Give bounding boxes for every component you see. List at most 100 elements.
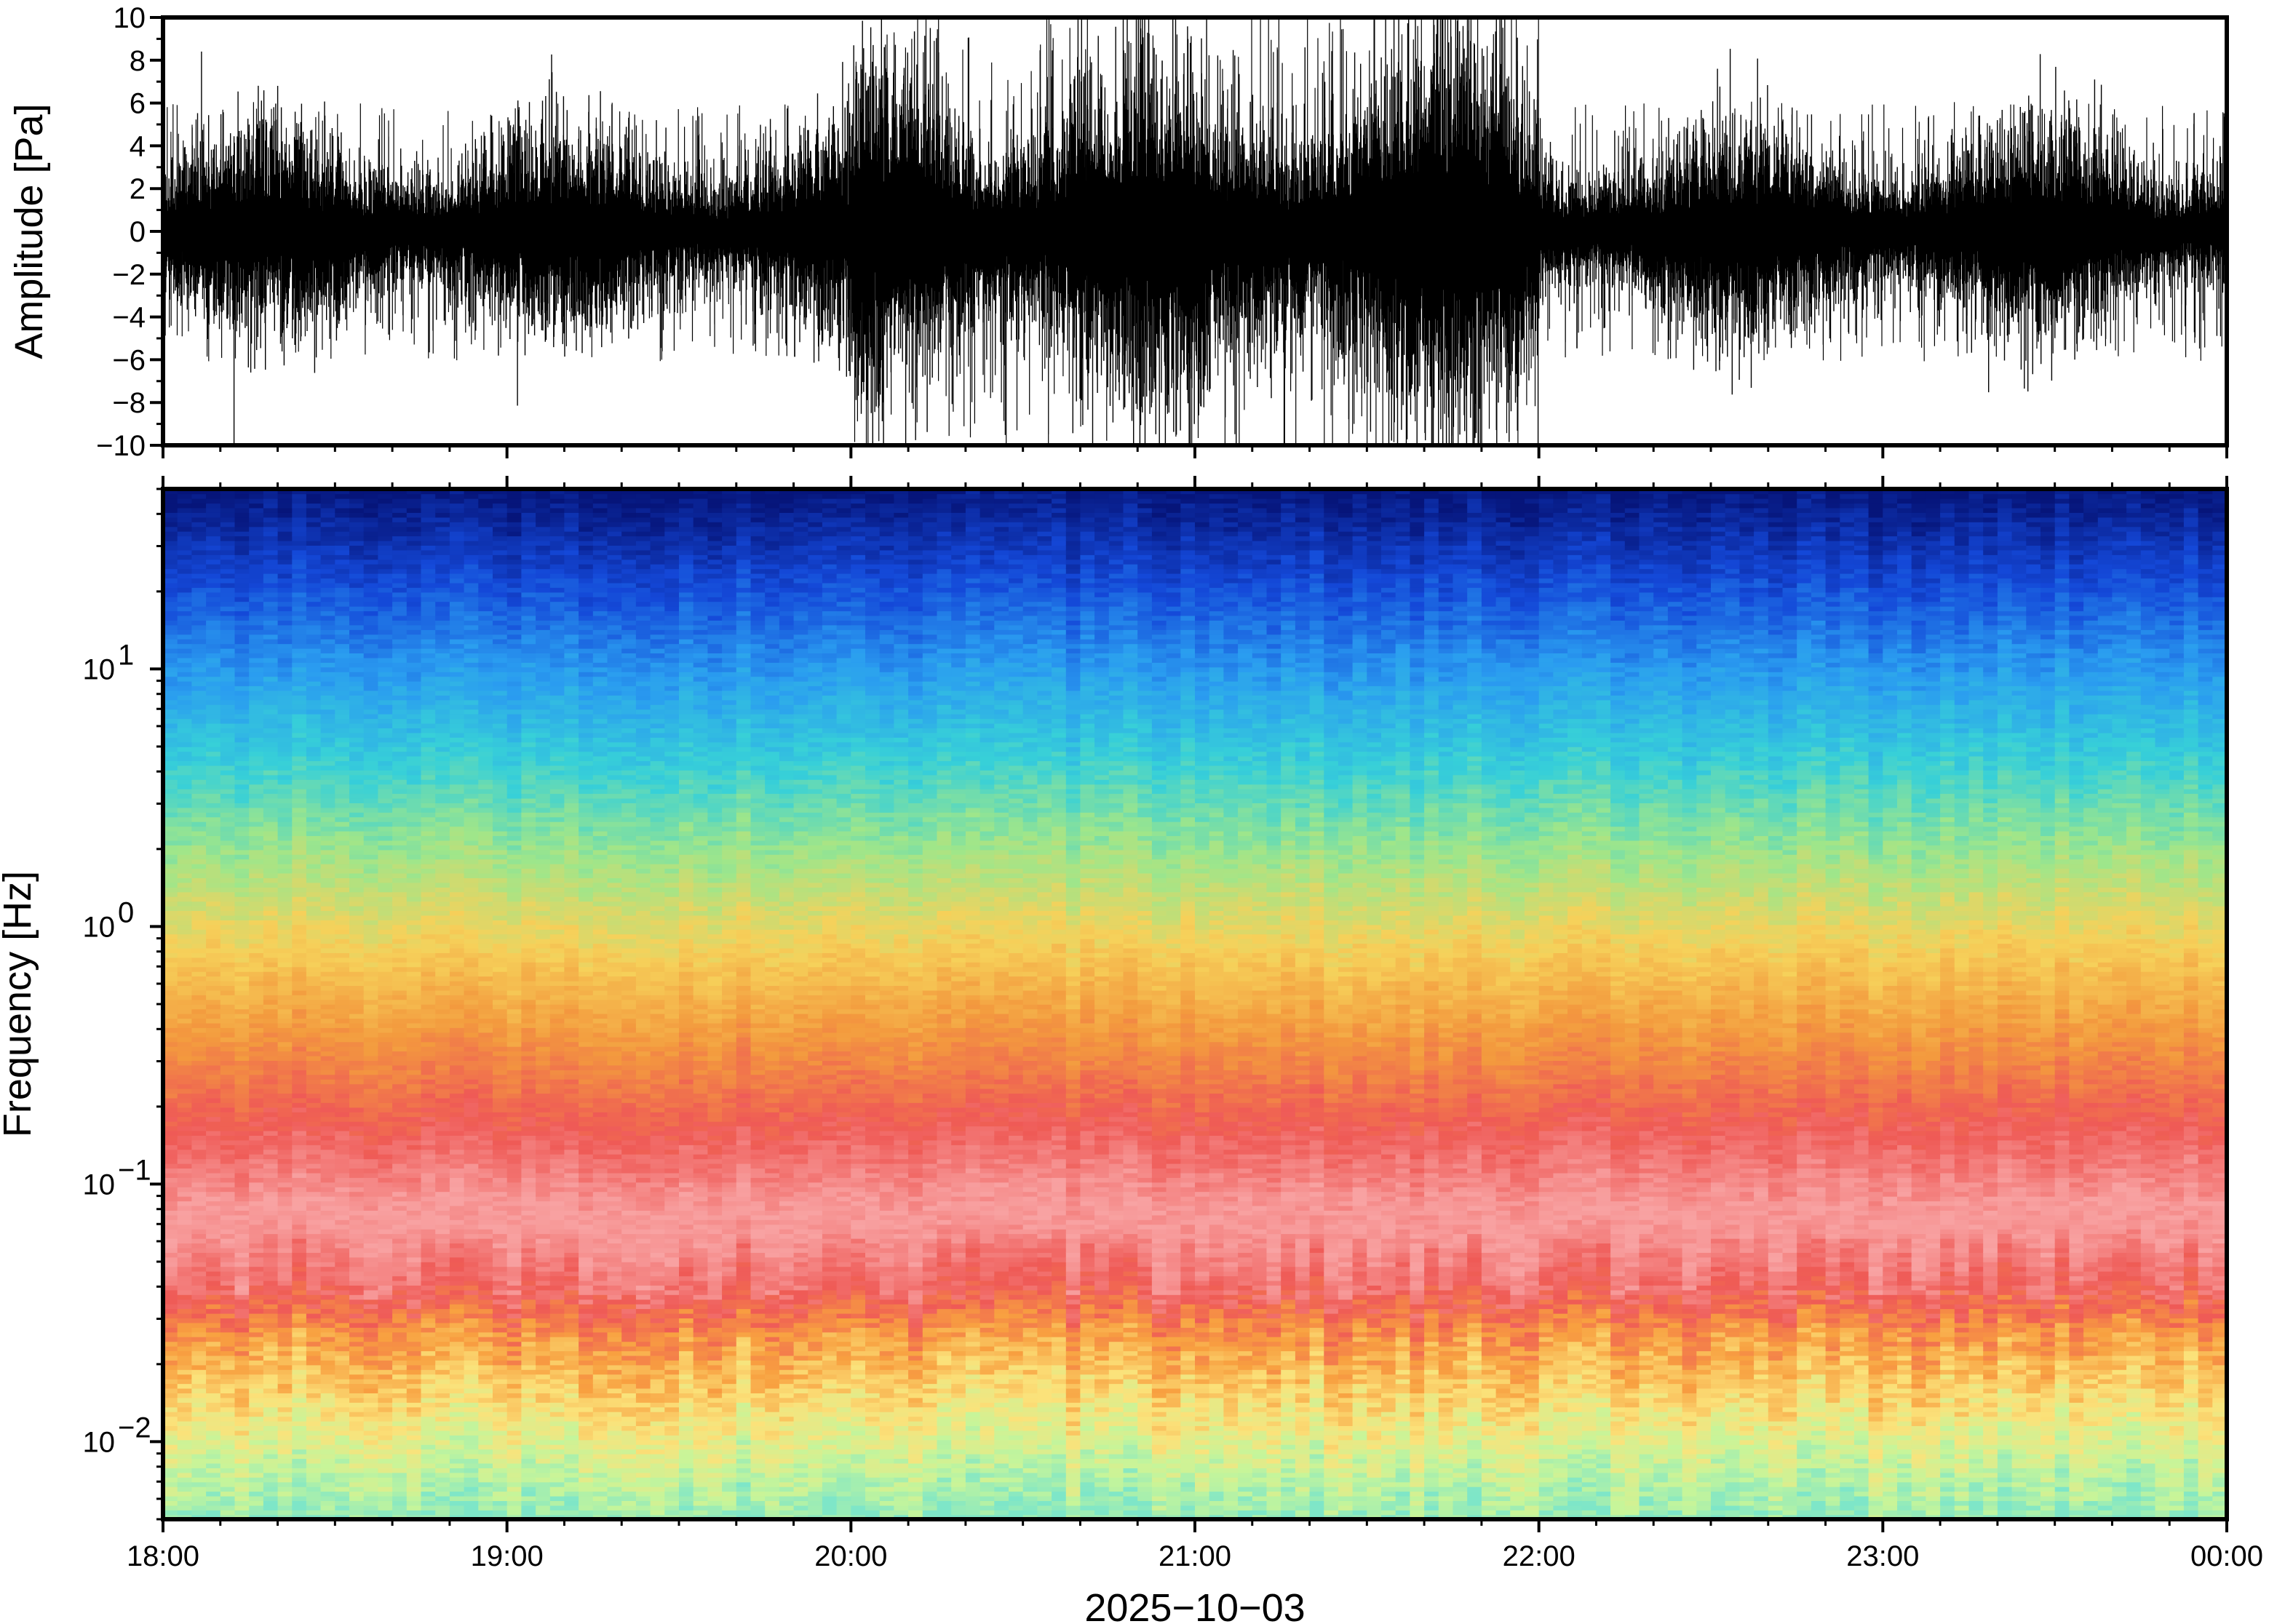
spectrogram-cell	[464, 1083, 480, 1089]
spectrogram-cell	[177, 657, 193, 663]
spectrogram-cell	[449, 545, 465, 551]
spectrogram-cell	[263, 1018, 279, 1024]
spectrogram-cell	[320, 1177, 336, 1183]
spectrogram-cell	[464, 1364, 480, 1370]
spectrogram-cell	[249, 666, 264, 672]
spectrogram-cell	[177, 1022, 193, 1028]
spectrogram-cell	[306, 863, 322, 869]
spectrogram-cell	[292, 503, 307, 509]
spectrogram-cell	[378, 1270, 393, 1277]
spectrogram-cell	[206, 835, 221, 841]
spectrogram-cell	[191, 643, 207, 649]
spectrogram-cell	[163, 947, 178, 953]
spectrogram-cell	[392, 530, 408, 537]
spectrogram-cell	[220, 1224, 236, 1230]
spectrogram-cell	[163, 634, 178, 640]
spectrogram-cell	[363, 995, 379, 1000]
spectrogram-cell	[435, 666, 450, 672]
spectrogram-cell	[320, 751, 336, 757]
spectrogram-cell	[177, 962, 193, 968]
spectrogram-cell	[335, 1444, 350, 1450]
spectrogram-cell	[435, 493, 450, 499]
spectrogram-cell	[292, 760, 307, 766]
spectrogram-cell	[191, 1313, 207, 1318]
spectrogram-cell	[392, 1139, 408, 1145]
spectrogram-cell	[163, 868, 178, 874]
spectrogram-cell	[392, 1481, 408, 1487]
spectrogram-cell	[363, 920, 379, 926]
spectrogram-cell	[406, 1154, 422, 1160]
spectrogram-cell	[435, 1027, 450, 1033]
spectrogram-cell	[163, 1252, 178, 1258]
spectrogram-cell	[406, 568, 422, 574]
spectrogram-cell	[406, 929, 422, 935]
spectrogram-cell	[349, 624, 365, 630]
spectrogram-cell	[263, 915, 279, 920]
spectrogram-cell	[249, 980, 264, 986]
spectrogram-cell	[349, 1145, 365, 1150]
spectrogram-cell	[378, 999, 393, 1005]
spectrogram-cell	[177, 1238, 193, 1243]
spectrogram-cell	[191, 990, 207, 995]
spectrogram-cell	[464, 1022, 480, 1028]
spectrogram-cell	[320, 1233, 336, 1239]
spectrogram-cell	[406, 1064, 422, 1070]
spectrogram-cell	[449, 1243, 465, 1249]
spectrogram-cell	[249, 863, 264, 869]
spectrogram-cell	[449, 1393, 465, 1398]
spectrogram-cell	[335, 1145, 350, 1150]
spectrogram-cell	[335, 1233, 350, 1239]
spectrogram-cell	[378, 957, 393, 963]
spectrogram-cell	[220, 1191, 236, 1197]
spectrogram-cell	[191, 1074, 207, 1080]
spectrogram-cell	[349, 784, 365, 789]
spectrogram-cell	[163, 685, 178, 691]
spectrogram-cell	[363, 512, 379, 518]
spectrogram-cell	[234, 910, 250, 916]
spectrogram-cell	[435, 845, 450, 851]
spectrogram-cell	[234, 887, 250, 893]
spectrogram-cell	[464, 559, 480, 565]
spectrogram-cell	[392, 976, 408, 982]
spectrogram-cell	[191, 1369, 207, 1375]
spectrogram-cell	[421, 549, 436, 555]
spectrogram-cell	[435, 882, 450, 888]
spectrogram-cell	[406, 643, 422, 649]
spectrogram-cell	[320, 559, 336, 565]
spectrogram-cell	[220, 699, 236, 705]
spectrogram-cell	[335, 1378, 350, 1385]
spectrogram-cell	[206, 1313, 221, 1318]
spectrogram-cell	[220, 1299, 236, 1305]
spectrogram-cell	[449, 578, 465, 584]
spectrogram-cell	[406, 662, 422, 668]
spectrogram-cell	[392, 1008, 408, 1014]
spectrogram-cell	[478, 1435, 493, 1441]
spectrogram-cell	[421, 554, 436, 560]
spectrogram-cell	[349, 1252, 365, 1258]
spectrogram-cell	[306, 503, 322, 509]
spectrogram-cell	[191, 489, 207, 495]
spectrogram-cell	[464, 695, 480, 701]
spectrogram-cell	[392, 788, 408, 795]
spectrogram-cell	[277, 648, 293, 653]
spectrogram-cell	[435, 1299, 450, 1305]
spectrogram-cell	[335, 1032, 350, 1038]
spectrogram-cell	[335, 755, 350, 762]
spectrogram-cell	[363, 1228, 379, 1235]
spectrogram-cell	[435, 1289, 450, 1295]
spectrogram-cell	[421, 1270, 436, 1277]
spectrogram-cell	[220, 985, 236, 991]
spectrogram-cell	[464, 1472, 480, 1478]
spectrogram-cell	[335, 947, 350, 953]
spectrogram-cell	[406, 1322, 422, 1328]
spectrogram-cell	[406, 610, 422, 616]
spectrogram-cell	[206, 770, 221, 776]
spectrogram-cell	[220, 943, 236, 949]
spectrogram-cell	[277, 1243, 293, 1249]
spectrogram-cell	[263, 713, 279, 720]
spectrogram-cell	[406, 601, 422, 607]
spectrogram-cell	[478, 1280, 493, 1286]
spectrogram-cell	[249, 1083, 264, 1089]
spectrogram-cell	[206, 1214, 221, 1220]
spectrogram-cell	[206, 568, 221, 574]
